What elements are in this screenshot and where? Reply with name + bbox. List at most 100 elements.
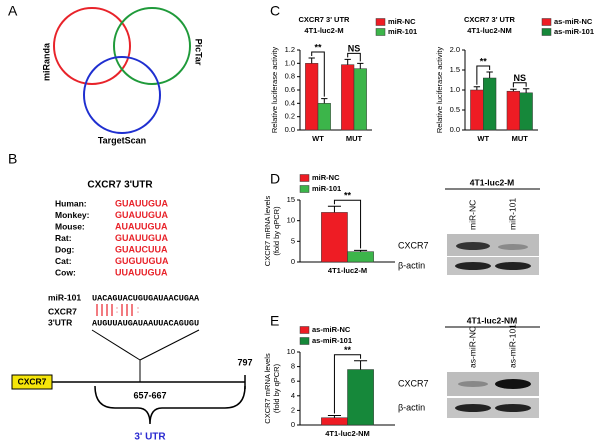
- y-tick-label: 0.0: [285, 125, 295, 134]
- target-name: CXCR7: [48, 306, 77, 316]
- error-bar: [327, 205, 341, 213]
- x-tick-label: MUT: [346, 134, 363, 143]
- y-axis-label: (fold by qPCR): [272, 363, 281, 413]
- species-name: Dog:: [55, 244, 75, 254]
- panel-letter: C: [270, 3, 280, 19]
- target-name: 3'UTR: [48, 317, 72, 327]
- y-tick-label: 10: [287, 216, 295, 225]
- blot-strip: [447, 257, 539, 275]
- alignment-title: CXCR7 3'UTR: [87, 180, 153, 191]
- venn-label: PicTar: [194, 39, 204, 66]
- venn-circle: [113, 7, 191, 85]
- chart-title: CXCR7 3' UTR: [464, 15, 516, 24]
- significance-label: NS: [513, 73, 526, 83]
- target-sequence: AUGUUAUGAUAAUUACAGUGU: [92, 318, 199, 328]
- y-axis-label: (fold by qPCR): [272, 206, 281, 256]
- species-name: Rat:: [55, 233, 72, 243]
- row-label: CXCR7: [398, 378, 429, 388]
- x-tick-label: WT: [477, 134, 489, 143]
- region-label: 3' UTR: [134, 432, 166, 443]
- lane-label: miR-NC: [467, 200, 477, 230]
- row-label: CXCR7: [398, 240, 429, 250]
- bar: [321, 212, 348, 263]
- panel-letter: A: [8, 3, 18, 19]
- y-tick-label: 8: [291, 362, 295, 371]
- legend-swatch: [375, 28, 386, 36]
- chart-title: 4T1-luc2-M: [304, 26, 343, 35]
- significance-label: **: [344, 191, 352, 201]
- significance-label: **: [480, 56, 488, 66]
- species-name: Cow:: [55, 267, 76, 277]
- band: [498, 244, 528, 250]
- mirna-name: miR-101: [48, 292, 81, 302]
- error-bar: [327, 415, 341, 418]
- species-name: Human:: [55, 198, 87, 208]
- significance-label: **: [344, 345, 352, 355]
- x-tick-label: 4T1-luc2-NM: [325, 429, 370, 438]
- blot-strip: [447, 234, 539, 256]
- site-range: 657-667: [133, 390, 166, 400]
- significance-bracket: [333, 199, 362, 249]
- band: [495, 262, 531, 270]
- y-tick-label: 6: [291, 376, 295, 385]
- panel-letter: D: [270, 171, 280, 187]
- band: [495, 379, 531, 389]
- y-tick-label: 10: [287, 347, 295, 356]
- y-tick-label: 0.6: [285, 85, 295, 94]
- y-axis-label: Relative luciferase activity: [270, 47, 279, 134]
- species-name: Cat:: [55, 256, 72, 266]
- y-tick-label: 0.8: [285, 72, 295, 81]
- species-name: Mouse:: [55, 221, 85, 231]
- y-tick-label: 0.5: [450, 105, 460, 114]
- legend-swatch: [299, 337, 310, 345]
- bar: [470, 89, 484, 131]
- error-bar: [473, 86, 481, 90]
- venn-circle: [53, 7, 131, 85]
- y-tick-label: 2.0: [450, 45, 460, 54]
- bar: [321, 417, 348, 426]
- chart-title: CXCR7 3' UTR: [299, 15, 351, 24]
- significance-bracket: [347, 52, 361, 62]
- lane-label: miR-101: [507, 198, 517, 230]
- legend-label: miR-101: [388, 27, 417, 36]
- significance-bracket: [476, 65, 491, 85]
- legend-swatch: [299, 174, 310, 182]
- blot-title: 4T1-luc2-M: [470, 177, 514, 187]
- band: [458, 381, 488, 387]
- legend-label: as-miR-NC: [554, 17, 593, 26]
- bar: [519, 92, 533, 131]
- lane-label: as-miR-NC: [467, 326, 477, 368]
- y-axis-label: Relative luciferase activity: [435, 47, 444, 134]
- y-tick-label: 1.2: [285, 45, 295, 54]
- y-axis-label: CXCR7 mRNA levels: [263, 196, 272, 267]
- y-tick-label: 1.0: [450, 85, 460, 94]
- x-tick-label: MUT: [512, 134, 529, 143]
- gene-box: [11, 374, 53, 390]
- error-bar: [344, 58, 351, 65]
- row-label: β-actin: [398, 260, 425, 270]
- bar: [347, 369, 374, 426]
- band: [455, 262, 491, 270]
- lane-label: as-miR-101: [507, 324, 517, 368]
- bar: [317, 103, 331, 131]
- band: [456, 242, 490, 250]
- venn-label: miRanda: [41, 42, 51, 81]
- species-sequence: UUAUUGUA: [115, 267, 168, 277]
- mirna-sequence: UACAGUACUGUGAUAACUGAA: [92, 293, 200, 303]
- error-bar: [354, 360, 368, 370]
- species-sequence: GUAUUGUA: [115, 233, 168, 243]
- y-tick-label: 0: [291, 420, 295, 429]
- significance-bracket: [512, 82, 527, 88]
- legend-swatch: [299, 326, 310, 334]
- y-tick-label: 5: [291, 236, 295, 245]
- legend-label: as-miR-101: [312, 336, 352, 345]
- error-bar: [486, 71, 493, 78]
- species-sequence: GUAUUGUA: [115, 198, 168, 208]
- y-tick-label: 0.2: [285, 112, 295, 121]
- legend-swatch: [299, 185, 310, 193]
- x-tick-label: WT: [312, 134, 324, 143]
- row-label: β-actin: [398, 402, 425, 412]
- significance-label: **: [314, 42, 322, 52]
